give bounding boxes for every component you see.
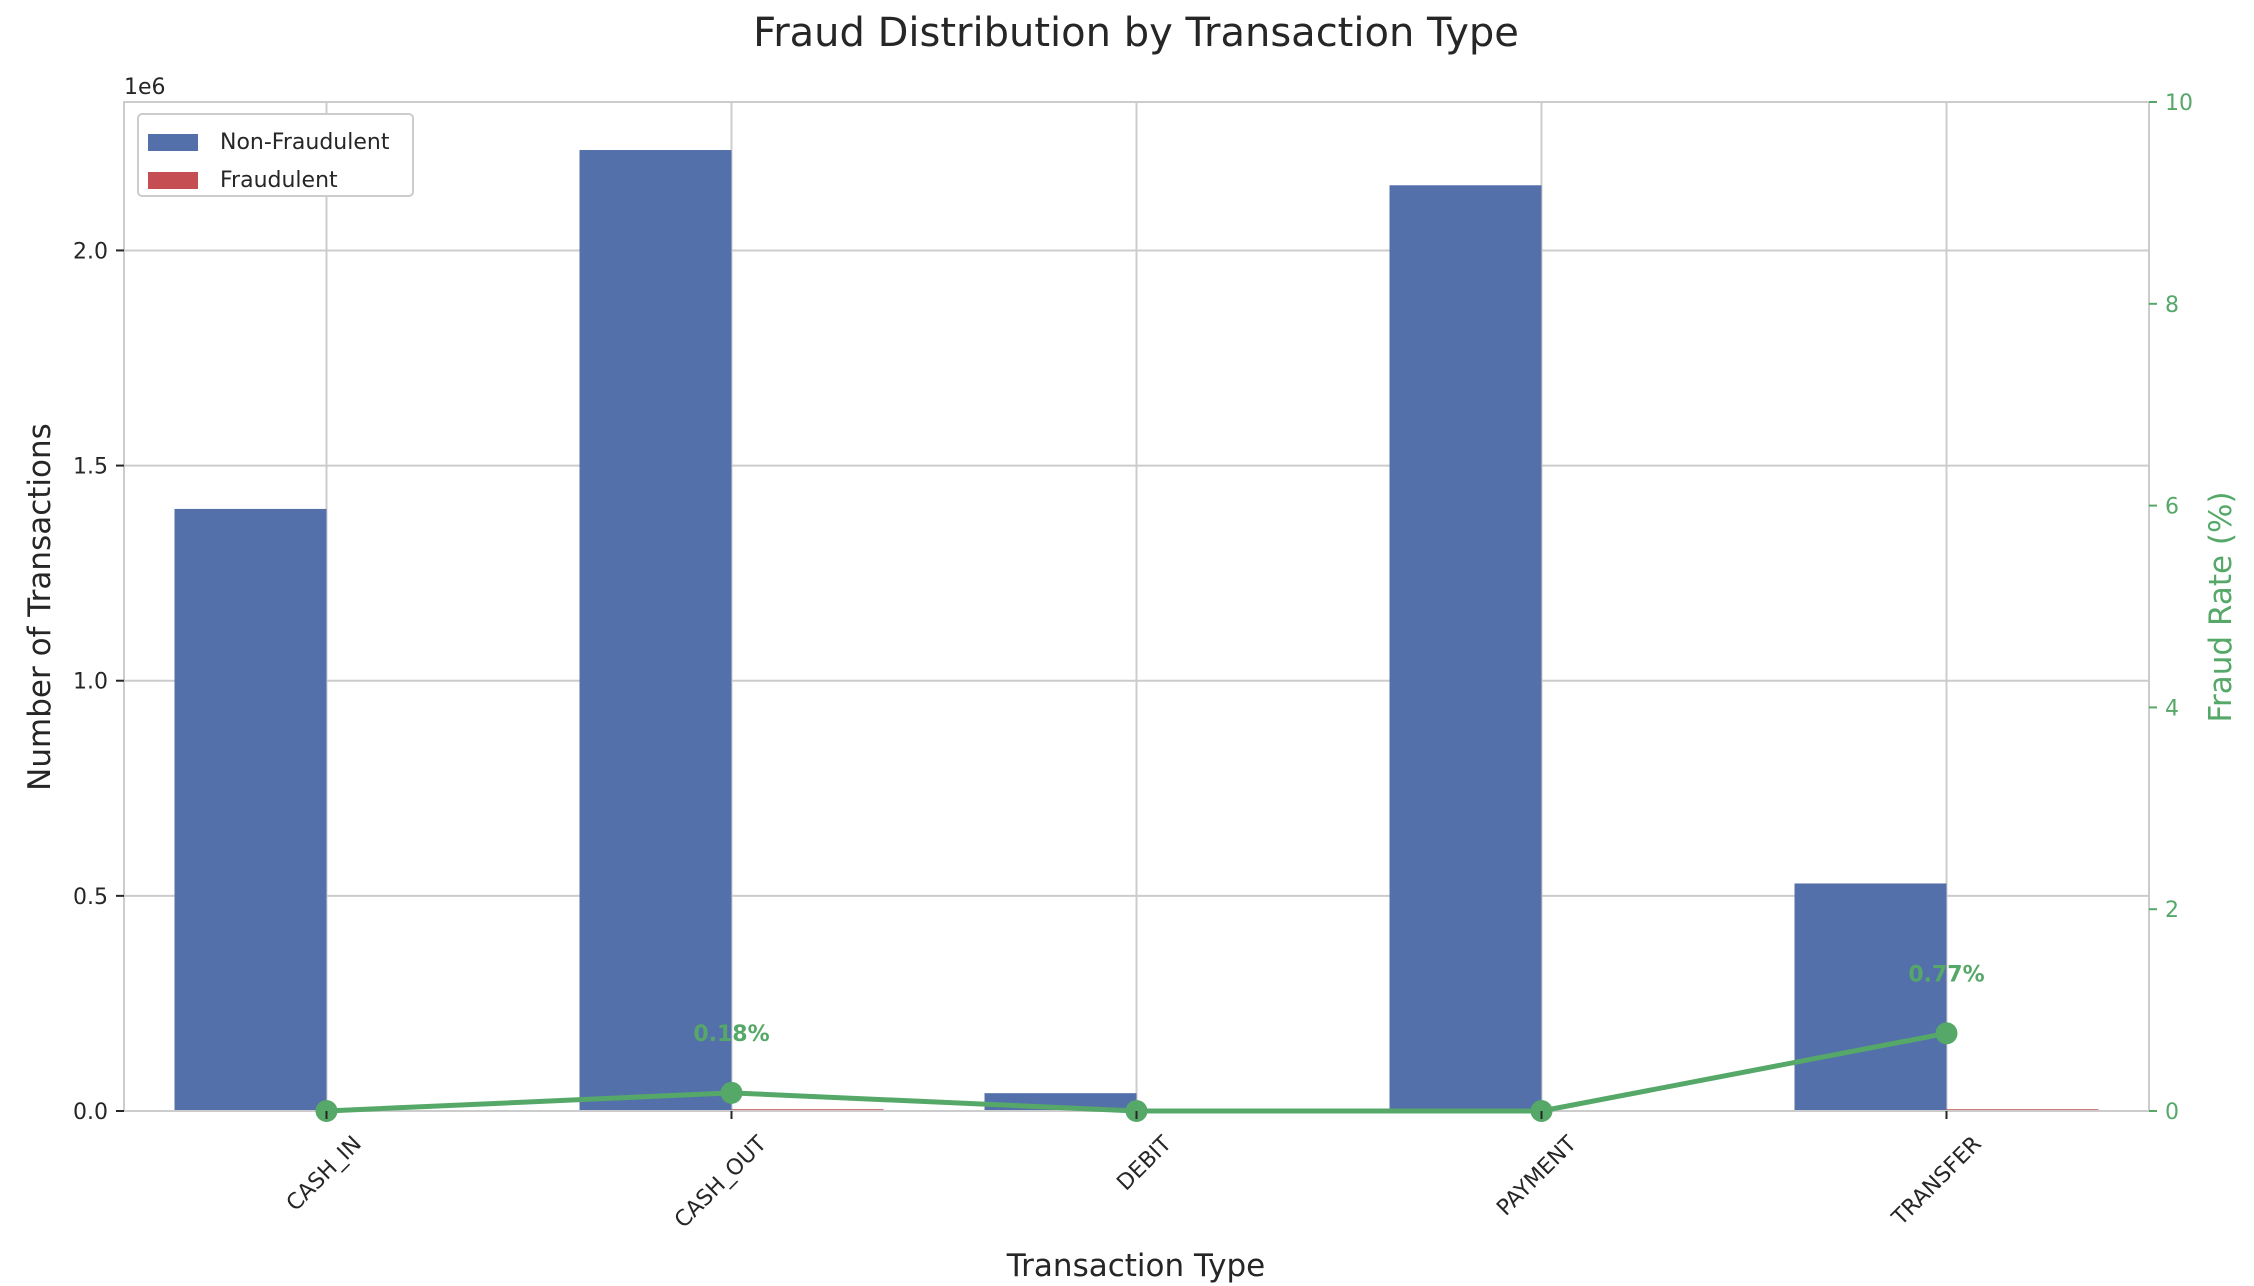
legend-swatch (148, 134, 198, 151)
y-axis-multiplier: 1e6 (124, 75, 166, 100)
y2-axis-label: Fraud Rate (%) (2203, 491, 2239, 722)
bar-non-fraudulent (579, 150, 732, 1111)
fraud-rate-point (720, 1081, 743, 1104)
y-tick-label: 0.0 (73, 1100, 108, 1125)
y2-tick-label: 4 (2165, 696, 2179, 721)
fraud-rate-label: 0.18% (693, 1022, 769, 1047)
chart-title: Fraud Distribution by Transaction Type (753, 10, 1519, 56)
y2-tick-label: 8 (2165, 293, 2179, 318)
bar-non-fraudulent (1389, 185, 1542, 1111)
y2-tick-label: 6 (2165, 495, 2179, 520)
legend: Non-Fraudulent Fraudulent (137, 113, 414, 197)
fraud-rate-label: 0.77% (1908, 962, 1984, 987)
y-tick-label: 1.0 (73, 670, 108, 695)
y2-tick-label: 0 (2165, 1100, 2179, 1125)
bar-non-fraudulent (1794, 883, 1947, 1111)
y-axis-label: Number of Transactions (22, 423, 58, 791)
y-tick-label: 0.5 (73, 885, 108, 910)
bar-non-fraudulent (174, 508, 327, 1111)
bars (174, 150, 2099, 1111)
legend-label: Fraudulent (220, 168, 338, 193)
y-tick-label: 2.0 (73, 239, 108, 264)
y-tick-label: 1.5 (73, 455, 108, 480)
fraud-rate-point (1935, 1022, 1958, 1045)
y2-axis-ticks: 0 2 4 6 8 10 (2149, 91, 2193, 1125)
legend-box (137, 113, 414, 197)
y-axis-ticks: 0.0 0.5 1.0 1.5 2.0 (73, 239, 124, 1125)
y2-tick-label: 2 (2165, 898, 2179, 923)
y2-tick-label: 10 (2165, 91, 2193, 116)
legend-swatch (148, 172, 198, 189)
x-axis-label: Transaction Type (1006, 1248, 1265, 1284)
legend-label: Non-Fraudulent (220, 130, 390, 155)
